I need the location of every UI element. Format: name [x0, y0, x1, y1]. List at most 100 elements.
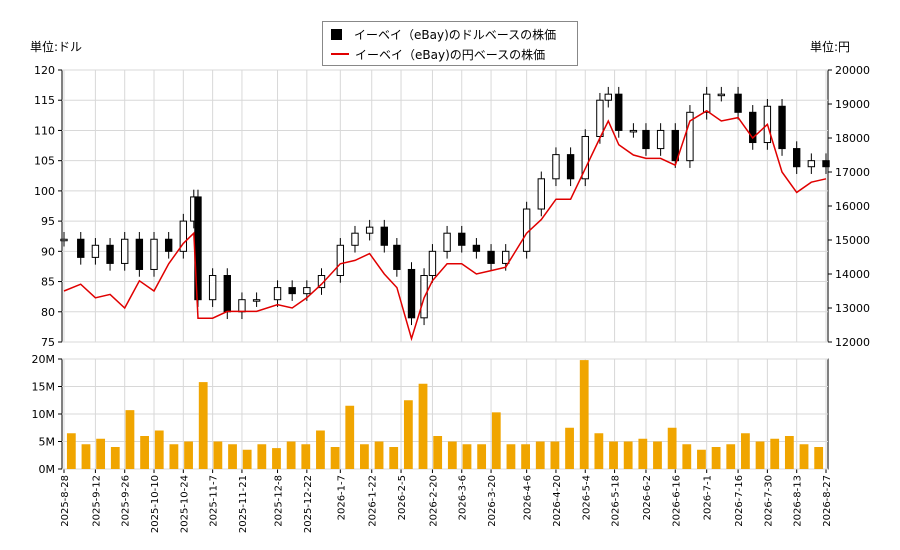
y-left-tick-label: 105	[34, 155, 55, 168]
volume-bar	[272, 448, 281, 469]
x-tick-label: 2026-1-7	[336, 475, 347, 520]
volume-bar	[506, 444, 516, 469]
x-tick-label: 2026-5-18	[611, 475, 622, 527]
x-tick-label: 2025-10-10	[150, 475, 161, 533]
price-candle	[642, 129, 650, 150]
x-tick-label: 2026-7-30	[763, 475, 774, 527]
price-candle	[238, 299, 246, 313]
volume-bar	[213, 441, 223, 469]
price-candle	[393, 244, 401, 270]
price-candle	[407, 268, 416, 319]
y-right-tick-label: 14000	[835, 268, 870, 281]
legend-item-usd: イーベイ（eBay)のドルベースの株価	[331, 25, 556, 43]
volume-bar	[316, 430, 325, 469]
y-right-tick-label: 20000	[835, 64, 870, 77]
price-candle	[150, 238, 158, 270]
legend-item-jpy: イーベイ（eBay)の円ベースの株価	[331, 45, 545, 63]
x-tick-label: 2026-2-5	[397, 475, 408, 520]
volume-bar	[550, 441, 560, 469]
volume-tick-label: 5M	[39, 436, 56, 449]
volume-bar	[770, 438, 780, 469]
x-tick-label: 2026-6-2	[642, 475, 653, 520]
price-candle	[273, 287, 282, 301]
x-tick-label: 2026-4-6	[523, 475, 534, 520]
price-candle	[734, 93, 742, 113]
volume-bar	[403, 400, 413, 469]
y-left-tick-label: 100	[34, 185, 55, 198]
volume-bar	[360, 444, 369, 469]
price-candle	[717, 93, 726, 97]
volume-bar	[169, 444, 179, 469]
price-candle	[351, 232, 359, 246]
x-tick-label: 2025-12-22	[303, 475, 314, 533]
price-candle	[537, 178, 545, 210]
volume-bar	[433, 436, 443, 469]
volume-bar	[799, 444, 809, 469]
volume-tick-label: 10M	[32, 408, 56, 421]
price-candle	[702, 93, 711, 113]
volume-bar	[228, 444, 237, 469]
price-candle	[615, 93, 623, 131]
price-candle	[135, 238, 144, 270]
x-tick-label: 2026-1-22	[368, 475, 379, 527]
y-right-tick-label: 13000	[835, 302, 870, 315]
price-candle	[77, 238, 85, 258]
price-candle	[552, 154, 560, 180]
price-candle	[106, 244, 114, 264]
price-candle	[365, 226, 374, 234]
price-candle	[223, 275, 231, 313]
volume-bar	[477, 444, 487, 469]
price-candle	[336, 244, 345, 277]
volume-bar	[447, 441, 457, 469]
volume-bar	[154, 430, 164, 469]
y-right-tick-label: 15000	[835, 234, 870, 247]
price-candle	[671, 129, 679, 162]
volume-bar	[242, 449, 252, 469]
legend-candle-swatch	[331, 28, 342, 40]
volume-bar	[579, 360, 589, 469]
yen-price-line	[63, 109, 827, 342]
x-tick-label: 2026-3-20	[487, 475, 498, 527]
volume-bar	[110, 447, 120, 469]
x-tick-label: 2026-4-20	[552, 475, 563, 527]
y-right-tick-label: 19000	[835, 98, 870, 111]
volume-tick-label: 0M	[39, 463, 56, 476]
y-right-tick-label: 18000	[835, 132, 870, 145]
volume-bar	[653, 441, 662, 469]
price-candle	[487, 250, 495, 264]
price-candle	[60, 238, 68, 242]
price-candle	[91, 244, 100, 258]
price-candle	[807, 160, 816, 168]
y-left-tick-label: 115	[34, 94, 55, 107]
price-candle	[778, 105, 786, 150]
price-candle	[164, 238, 173, 252]
volume-bar	[184, 441, 193, 469]
x-tick-label: 2026-2-20	[428, 475, 439, 527]
volume-bar	[257, 444, 267, 469]
price-candle	[656, 129, 665, 150]
volume-bar	[726, 444, 736, 469]
volume-bar	[301, 444, 311, 469]
x-tick-label: 2025-10-24	[179, 475, 190, 533]
volume-bar	[491, 412, 501, 469]
x-tick-label: 2026-8-13	[793, 475, 804, 527]
x-tick-label: 2026-7-1	[703, 475, 714, 520]
volume-bar	[535, 441, 545, 469]
volume-bar	[521, 444, 530, 469]
volume-bar	[814, 447, 824, 469]
y-left-tick-label: 75	[41, 336, 55, 349]
price-candle	[822, 160, 830, 168]
price-candle	[303, 287, 311, 295]
x-tick-label: 2026-3-6	[458, 475, 469, 520]
y-right-tick-label: 12000	[835, 336, 870, 349]
price-candle	[121, 238, 129, 264]
volume-bar	[96, 438, 106, 469]
volume-bar	[418, 383, 428, 469]
volume-bar	[741, 433, 750, 469]
volume-bar	[609, 441, 618, 469]
price-candle	[472, 244, 481, 252]
volume-bar	[125, 410, 135, 469]
volume-tick-label: 20M	[32, 353, 56, 366]
volume-bar	[638, 438, 648, 469]
volume-bar	[682, 444, 692, 469]
